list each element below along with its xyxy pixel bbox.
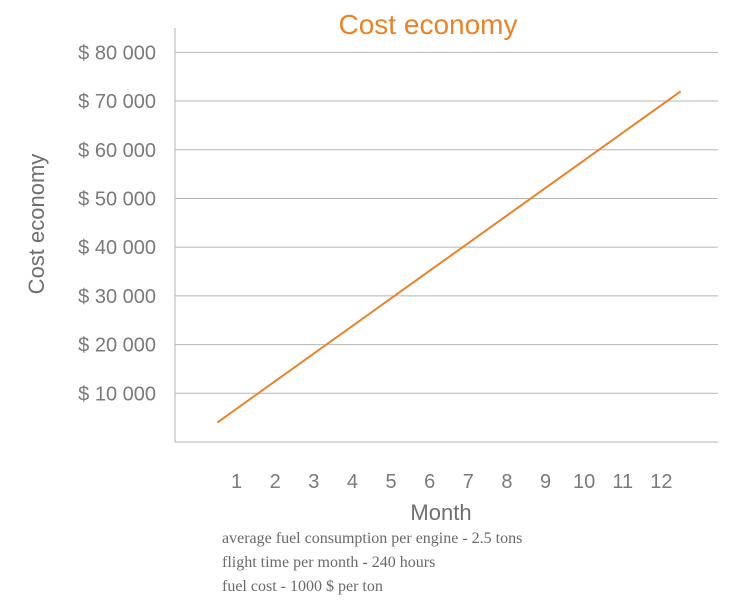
x-tick-label: 5 — [386, 471, 397, 493]
note-flight-time: flight time per month - 240 hours — [222, 554, 436, 571]
x-tick-label: 2 — [270, 471, 281, 493]
y-tick-label: $ 70 000 — [78, 91, 156, 113]
x-tick-label: 7 — [463, 471, 474, 493]
x-tick-label: 4 — [347, 471, 358, 493]
y-tick-label: $ 30 000 — [78, 286, 156, 308]
y-tick-label: $ 60 000 — [78, 140, 156, 162]
y-tick-label: $ 80 000 — [78, 42, 156, 64]
y-tick-label: $ 10 000 — [78, 383, 156, 405]
x-tick-label: 3 — [308, 471, 319, 493]
y-tick-label: $ 50 000 — [78, 188, 156, 210]
y-tick-label: $ 20 000 — [78, 335, 156, 357]
x-tick-label: 12 — [650, 471, 672, 493]
y-tick-labels: $ 10 000 $ 20 000 $ 30 000 $ 40 000 $ 50 000… — [78, 42, 156, 405]
series-lines — [216, 90, 682, 424]
note-fuel-consumption: average fuel consumption per engine - 2.… — [222, 530, 523, 547]
x-tick-label: 11 — [612, 471, 633, 493]
chart-title: Cost economy — [339, 9, 518, 40]
x-tick-label: 1 — [231, 471, 242, 493]
x-tick-label: 9 — [540, 471, 551, 493]
x-tick-label: 6 — [424, 471, 435, 493]
x-tick-labels: 1 2 3 4 5 6 7 8 9 10 11 12 — [231, 471, 672, 493]
x-axis-label: Month — [410, 500, 471, 525]
y-tick-label: $ 40 000 — [78, 237, 156, 259]
x-tick-label: 10 — [573, 471, 595, 493]
y-axis-label: Cost economy — [24, 154, 49, 295]
series-line — [216, 90, 682, 424]
gridlines — [175, 51, 718, 443]
note-fuel-cost: fuel cost - 1000 $ per ton — [222, 578, 383, 595]
x-tick-label: 8 — [501, 471, 512, 493]
